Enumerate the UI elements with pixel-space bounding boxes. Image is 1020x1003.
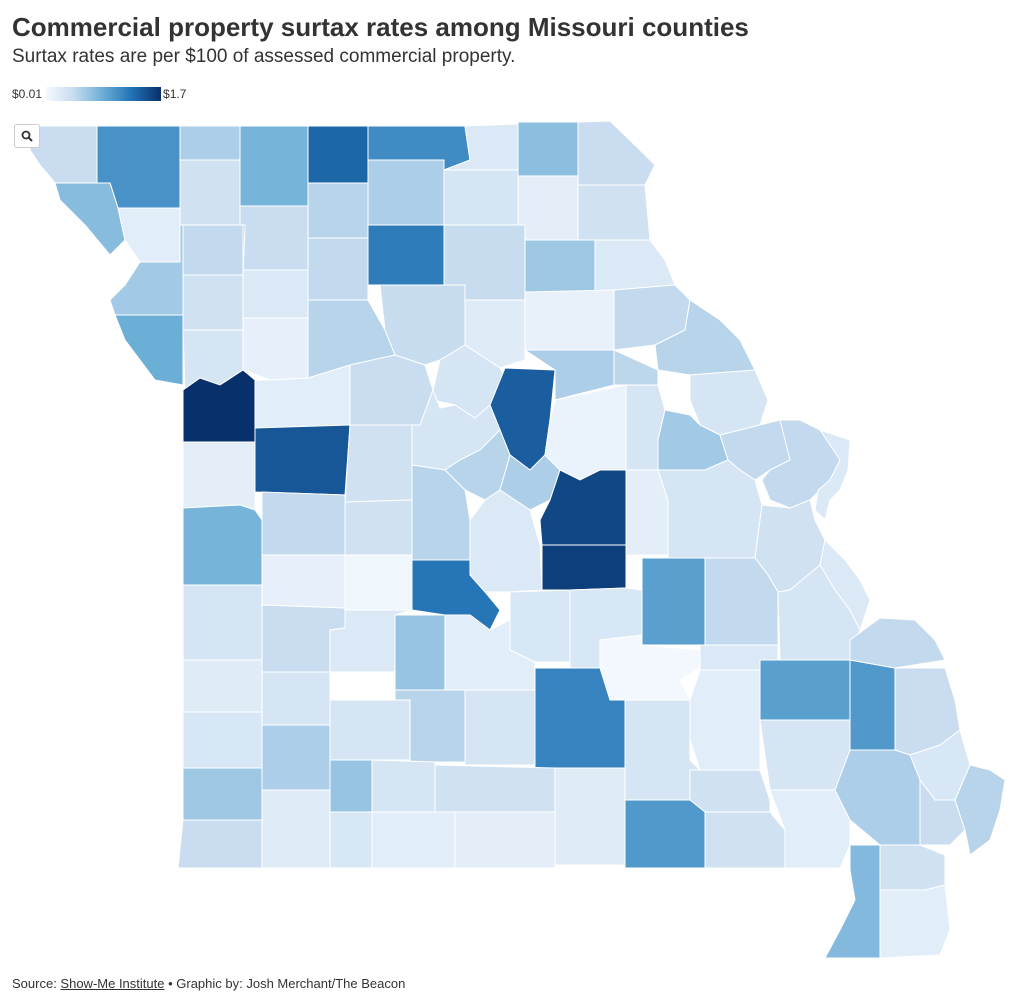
county[interactable] — [371, 759, 436, 813]
county[interactable] — [689, 769, 771, 813]
county[interactable] — [254, 424, 351, 496]
magnifier-icon — [21, 130, 33, 142]
county[interactable] — [577, 184, 651, 241]
county[interactable] — [517, 121, 579, 177]
county[interactable] — [182, 274, 244, 331]
county[interactable] — [624, 799, 706, 869]
county[interactable] — [329, 759, 373, 813]
source-link[interactable]: Show-Me Institute — [60, 976, 165, 991]
county[interactable] — [411, 559, 501, 631]
county[interactable] — [879, 844, 946, 891]
county[interactable] — [879, 884, 951, 959]
county[interactable] — [689, 369, 769, 436]
county[interactable] — [594, 239, 676, 293]
county[interactable] — [307, 125, 369, 184]
county[interactable] — [524, 289, 615, 351]
footer-separator: • — [164, 976, 177, 991]
county[interactable] — [819, 538, 871, 632]
county[interactable] — [182, 584, 263, 661]
county[interactable] — [371, 811, 456, 869]
county[interactable] — [434, 764, 556, 813]
county[interactable] — [177, 819, 263, 869]
county[interactable] — [242, 317, 309, 381]
county[interactable] — [379, 284, 466, 366]
county[interactable] — [464, 689, 536, 766]
counties-layer — [27, 120, 1006, 959]
county[interactable] — [182, 767, 263, 821]
county[interactable] — [367, 224, 445, 286]
county[interactable] — [329, 609, 413, 673]
county[interactable] — [239, 205, 309, 271]
color-legend: $0.01 $1.7 — [12, 86, 186, 102]
county[interactable] — [704, 811, 786, 869]
county[interactable] — [329, 811, 373, 869]
county[interactable] — [517, 175, 579, 241]
county[interactable] — [814, 429, 851, 521]
county[interactable] — [541, 544, 627, 591]
county[interactable] — [849, 659, 896, 751]
county[interactable] — [599, 634, 701, 701]
county[interactable] — [307, 182, 369, 239]
county[interactable] — [344, 554, 413, 611]
county[interactable] — [954, 764, 1006, 856]
county[interactable] — [344, 424, 413, 503]
county[interactable] — [179, 159, 241, 226]
source-prefix: Source: — [12, 976, 61, 991]
county[interactable] — [182, 504, 263, 586]
county[interactable] — [554, 767, 626, 866]
county[interactable] — [117, 207, 181, 263]
county[interactable] — [625, 469, 669, 556]
legend-min-label: $0.01 — [12, 87, 43, 101]
county[interactable] — [367, 159, 445, 226]
county[interactable] — [182, 224, 244, 276]
county[interactable] — [261, 724, 331, 791]
county[interactable] — [624, 699, 701, 801]
county[interactable] — [523, 349, 615, 401]
county[interactable] — [454, 811, 556, 869]
zoom-button[interactable] — [14, 124, 40, 148]
county[interactable] — [759, 719, 851, 791]
county[interactable] — [759, 659, 851, 721]
county[interactable] — [641, 557, 706, 646]
county[interactable] — [307, 237, 369, 301]
county[interactable] — [179, 125, 241, 161]
county[interactable] — [239, 125, 309, 207]
county[interactable] — [261, 491, 346, 556]
county[interactable] — [261, 789, 331, 869]
chart-title: Commercial property surtax rates among M… — [12, 12, 749, 42]
county[interactable] — [613, 349, 659, 386]
county[interactable] — [329, 699, 411, 761]
county[interactable] — [849, 617, 946, 669]
county[interactable] — [657, 459, 763, 559]
source-footer: Source: Show-Me Institute • Graphic by: … — [12, 976, 405, 991]
county[interactable] — [182, 711, 263, 769]
county[interactable] — [242, 269, 309, 319]
county[interactable] — [182, 659, 263, 713]
county[interactable] — [261, 671, 331, 726]
county[interactable] — [464, 299, 526, 369]
county[interactable] — [509, 589, 571, 663]
county[interactable] — [114, 314, 184, 386]
county[interactable] — [261, 554, 346, 609]
graphic-credit: Graphic by: Josh Merchant/The Beacon — [176, 976, 406, 991]
county[interactable] — [577, 120, 656, 186]
county[interactable] — [54, 182, 126, 256]
chart-subtitle: Surtax rates are per $100 of assessed co… — [12, 46, 516, 67]
county[interactable] — [443, 169, 519, 226]
county[interactable] — [349, 354, 434, 426]
legend-gradient-bar — [45, 87, 162, 101]
county[interactable] — [544, 384, 627, 481]
legend-max-label: $1.7 — [163, 87, 187, 101]
county[interactable] — [344, 499, 413, 556]
county[interactable] — [394, 614, 446, 691]
county[interactable] — [689, 669, 761, 771]
county[interactable] — [182, 441, 256, 511]
